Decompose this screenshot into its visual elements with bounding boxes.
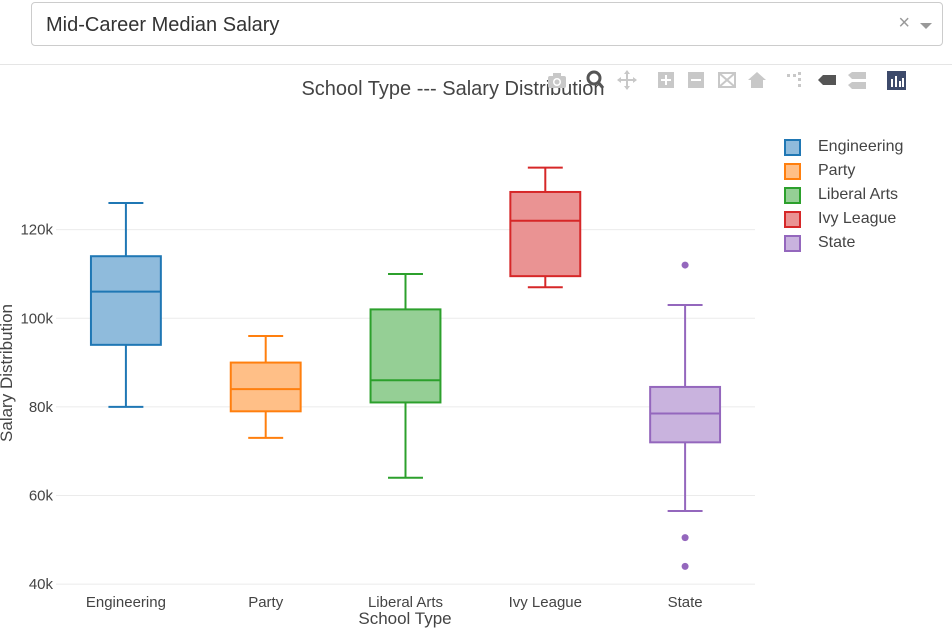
divider — [0, 64, 952, 65]
y-tick-label: 40k — [29, 576, 54, 593]
iqr-box — [509, 190, 582, 278]
legend-swatch — [784, 163, 801, 180]
dropdown-selected-value: Mid-Career Median Salary — [46, 14, 280, 36]
spike-lines-icon[interactable] — [784, 70, 806, 90]
reset-axes-icon[interactable] — [746, 70, 768, 90]
box-state[interactable] — [649, 261, 722, 570]
x-axis-label: School Type — [358, 609, 451, 628]
outlier-point — [681, 562, 689, 570]
legend-label: State — [818, 234, 856, 251]
box-liberal-arts[interactable] — [369, 272, 442, 479]
legend-label: Party — [818, 162, 856, 179]
box-engineering[interactable] — [89, 202, 162, 408]
legend-label: Liberal Arts — [818, 186, 899, 203]
iqr-box — [89, 255, 162, 346]
x-tick-label: Party — [248, 594, 284, 611]
legend-swatch — [784, 139, 801, 156]
box-series — [89, 166, 722, 570]
legend-label: Engineering — [818, 138, 904, 155]
x-tick-labels: Engineering Party Liberal Arts Ivy League St… — [86, 594, 703, 611]
legend-swatch — [784, 235, 801, 252]
hover-compare-icon[interactable] — [846, 70, 868, 90]
chart-title: School Type --- Salary Distribution — [301, 78, 604, 100]
x-tick-label: State — [668, 594, 703, 611]
iqr-box — [229, 361, 302, 413]
legend-swatch — [784, 187, 801, 204]
legend-label: Ivy League — [818, 210, 897, 227]
metric-dropdown[interactable]: Mid-Career Median Salary × — [31, 2, 943, 46]
outlier-point — [681, 534, 689, 542]
y-tick-label: 60k — [29, 488, 54, 505]
zoom-in-icon[interactable] — [656, 70, 678, 90]
y-tick-label: 100k — [20, 310, 53, 327]
camera-icon[interactable] — [546, 70, 568, 90]
x-tick-label: Engineering — [86, 594, 166, 611]
zoom-icon[interactable] — [584, 70, 606, 90]
autoscale-icon[interactable] — [716, 70, 738, 90]
y-tick-label: 80k — [29, 399, 54, 416]
y-tick-label: 120k — [20, 222, 53, 239]
y-tick-labels: 40k 60k 80k 100k 120k — [20, 222, 53, 594]
box-plot-chart: 40k 60k 80k 100k 120k Engineering Party Libera… — [0, 78, 755, 628]
clear-icon[interactable]: × — [898, 12, 910, 34]
chevron-down-icon[interactable] — [920, 23, 932, 29]
box-party[interactable] — [229, 334, 302, 439]
plotly-logo-icon[interactable] — [886, 70, 908, 90]
x-tick-label: Liberal Arts — [368, 594, 443, 611]
iqr-box — [649, 385, 722, 444]
pan-icon[interactable] — [616, 70, 638, 90]
iqr-box — [369, 308, 442, 404]
y-axis-label: Salary Distribution — [0, 304, 16, 442]
zoom-out-icon[interactable] — [686, 70, 708, 90]
x-tick-label: Ivy League — [509, 594, 582, 611]
box-ivy-league[interactable] — [509, 166, 582, 289]
legend-swatch — [784, 211, 801, 228]
outlier-point — [681, 261, 689, 269]
hover-closest-icon[interactable] — [816, 70, 838, 90]
